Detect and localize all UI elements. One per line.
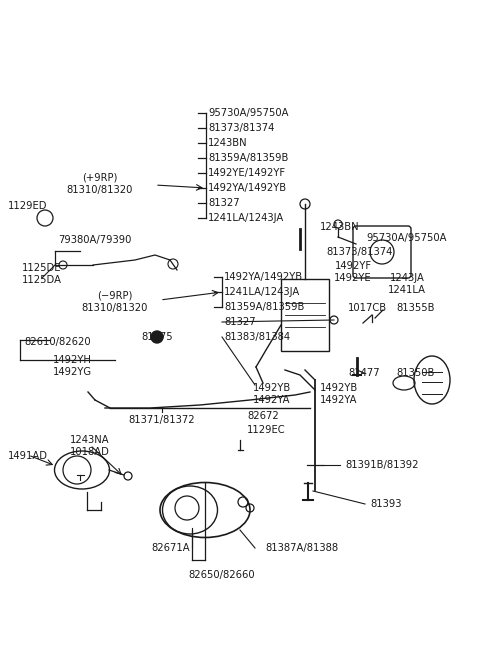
Text: 95730A/95750A: 95730A/95750A: [208, 108, 288, 118]
Text: 1492YA/1492YB: 1492YA/1492YB: [208, 183, 287, 193]
Text: 82650/82660: 82650/82660: [189, 570, 255, 580]
Text: 1492YE/1492YF: 1492YE/1492YF: [208, 168, 286, 178]
Text: 1491AD: 1491AD: [8, 451, 48, 461]
Text: 1241LA/1243JA: 1241LA/1243JA: [224, 287, 300, 297]
Text: 1241LA/1243JA: 1241LA/1243JA: [208, 213, 284, 223]
Text: 81373/81374: 81373/81374: [208, 123, 275, 133]
Text: 95730A/95750A: 95730A/95750A: [367, 233, 447, 243]
Text: 81359A/81359B: 81359A/81359B: [208, 153, 288, 163]
Text: 1492YA: 1492YA: [320, 395, 358, 405]
Text: 1243NA: 1243NA: [70, 435, 110, 445]
Text: 81373/81374: 81373/81374: [327, 247, 393, 257]
Text: 81350B: 81350B: [397, 368, 435, 378]
Text: 81359A/81359B: 81359A/81359B: [224, 302, 304, 312]
Text: 81383/81384: 81383/81384: [224, 332, 290, 342]
Text: 1125DA: 1125DA: [22, 275, 62, 285]
Text: 81355B: 81355B: [397, 303, 435, 313]
Text: 1018AD: 1018AD: [70, 447, 110, 457]
Text: 1492YF: 1492YF: [335, 261, 372, 271]
Text: 81391B/81392: 81391B/81392: [345, 460, 419, 470]
Text: 1243BN: 1243BN: [208, 138, 248, 148]
Text: 81393: 81393: [370, 499, 401, 509]
Text: 1492YB: 1492YB: [320, 383, 358, 393]
Text: 81371/81372: 81371/81372: [129, 415, 195, 425]
Text: 1125DE: 1125DE: [22, 263, 62, 273]
Text: 81477: 81477: [348, 368, 380, 378]
Text: 81327: 81327: [224, 317, 256, 327]
Text: 1129EC: 1129EC: [247, 425, 286, 435]
Text: 1492YA/1492YB: 1492YA/1492YB: [224, 272, 303, 282]
Text: 1241LA: 1241LA: [388, 285, 426, 295]
Circle shape: [151, 331, 163, 343]
Text: 81310/81320: 81310/81320: [67, 185, 133, 195]
Text: 1129ED: 1129ED: [8, 201, 48, 211]
Text: (+9RP): (+9RP): [82, 173, 118, 183]
Text: 1492YG: 1492YG: [52, 367, 92, 377]
Text: 79380A/79390: 79380A/79390: [58, 235, 132, 245]
Text: 1492YA: 1492YA: [253, 395, 290, 405]
Text: 81310/81320: 81310/81320: [82, 303, 148, 313]
Text: 1243JA: 1243JA: [390, 273, 424, 283]
Text: 1243BN: 1243BN: [320, 222, 360, 232]
Text: 81387A/81388: 81387A/81388: [265, 543, 338, 553]
Text: (−9RP): (−9RP): [97, 291, 132, 301]
Text: 1017CB: 1017CB: [348, 303, 386, 313]
Text: 82610/82620: 82610/82620: [24, 337, 91, 347]
Text: 81375: 81375: [141, 332, 173, 342]
Text: 82671A: 82671A: [151, 543, 190, 553]
Text: 1492YE: 1492YE: [334, 273, 372, 283]
Text: 1492YB: 1492YB: [253, 383, 291, 393]
Text: 82672: 82672: [247, 411, 279, 421]
Bar: [281, 279, 329, 351]
Text: 81327: 81327: [208, 198, 240, 208]
Text: 1492YH: 1492YH: [53, 355, 91, 365]
